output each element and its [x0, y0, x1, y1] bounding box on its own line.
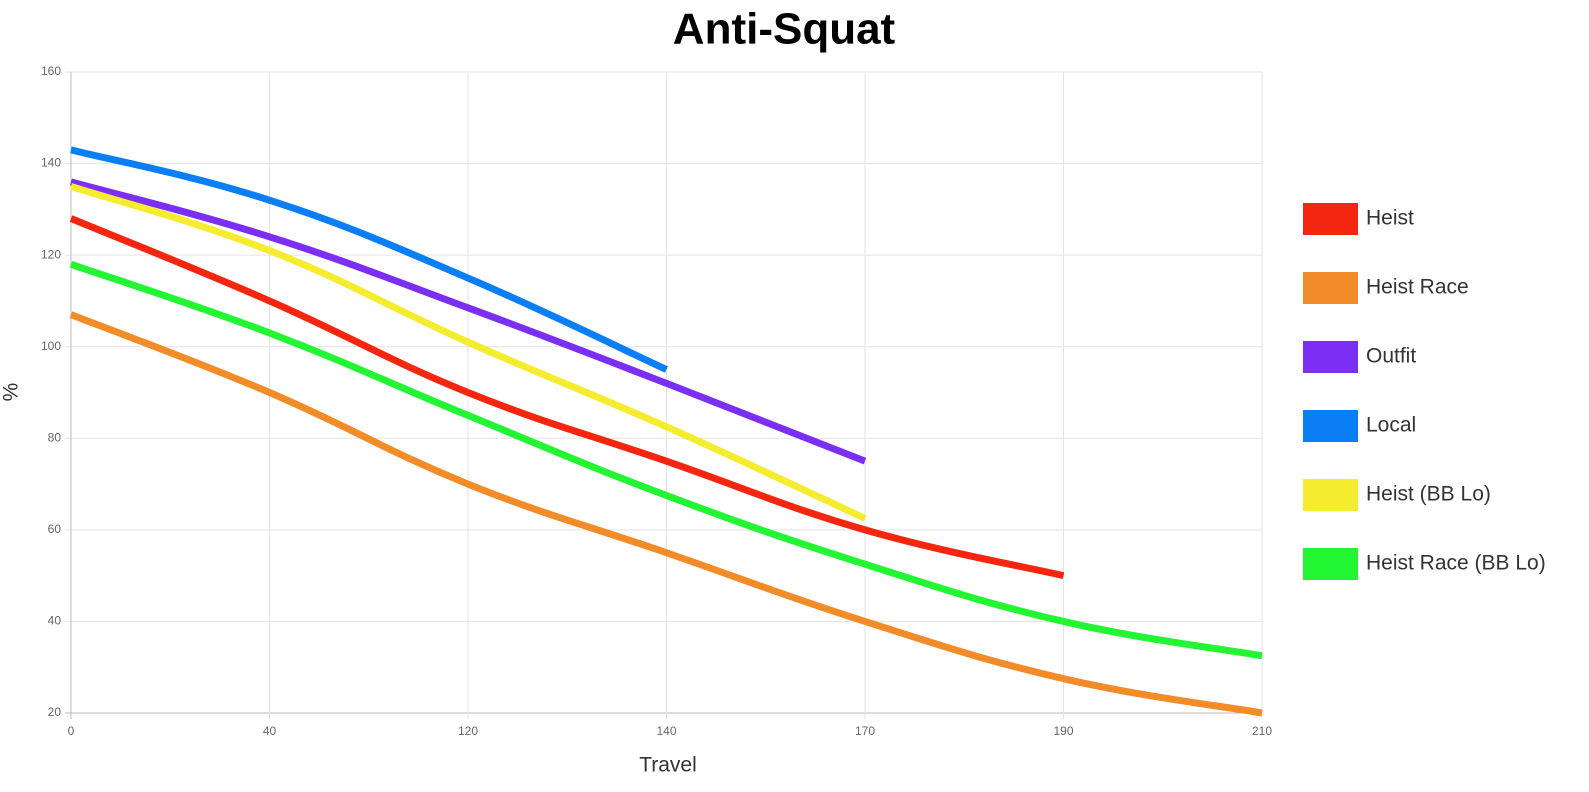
- legend-label: Heist (BB Lo): [1366, 483, 1491, 506]
- legend-label: Local: [1366, 414, 1416, 437]
- legend-label: Heist: [1366, 207, 1414, 230]
- legend-label: Heist Race (BB Lo): [1366, 552, 1546, 575]
- y-tick-label: 40: [48, 614, 62, 628]
- y-tick-label: 60: [48, 522, 62, 536]
- x-tick-label: 140: [656, 724, 676, 738]
- y-tick-label: 120: [41, 247, 61, 261]
- y-tick-label: 20: [48, 705, 62, 719]
- legend-label: Heist Race: [1366, 276, 1469, 299]
- x-tick-label: 40: [263, 724, 277, 738]
- x-tick-label: 210: [1252, 724, 1272, 738]
- x-tick-label: 170: [855, 724, 875, 738]
- y-tick-label: 80: [48, 430, 62, 444]
- legend-label: Outfit: [1366, 345, 1416, 368]
- x-axis-label: Travel: [639, 754, 697, 777]
- legend-swatch: [1303, 548, 1358, 580]
- legend-swatch: [1303, 272, 1358, 304]
- series-line: [69, 215, 1065, 580]
- series-line: [70, 178, 867, 465]
- legend-swatch: [1303, 203, 1358, 235]
- y-tick-label: 160: [41, 64, 61, 78]
- legend-swatch: [1303, 410, 1358, 442]
- series-line: [70, 146, 668, 373]
- chart-title: Anti-Squat: [673, 5, 896, 54]
- legend-swatch: [1303, 341, 1358, 373]
- x-tick-label: 190: [1053, 724, 1073, 738]
- series-line: [69, 183, 867, 522]
- series-line: [69, 260, 1263, 660]
- y-tick-label: 140: [41, 156, 61, 170]
- y-tick-label: 100: [41, 339, 61, 353]
- legend-swatch: [1303, 479, 1358, 511]
- series-line: [69, 311, 1263, 717]
- y-axis-label: %: [0, 383, 23, 402]
- x-tick-label: 120: [458, 724, 478, 738]
- x-tick-label: 0: [68, 724, 75, 738]
